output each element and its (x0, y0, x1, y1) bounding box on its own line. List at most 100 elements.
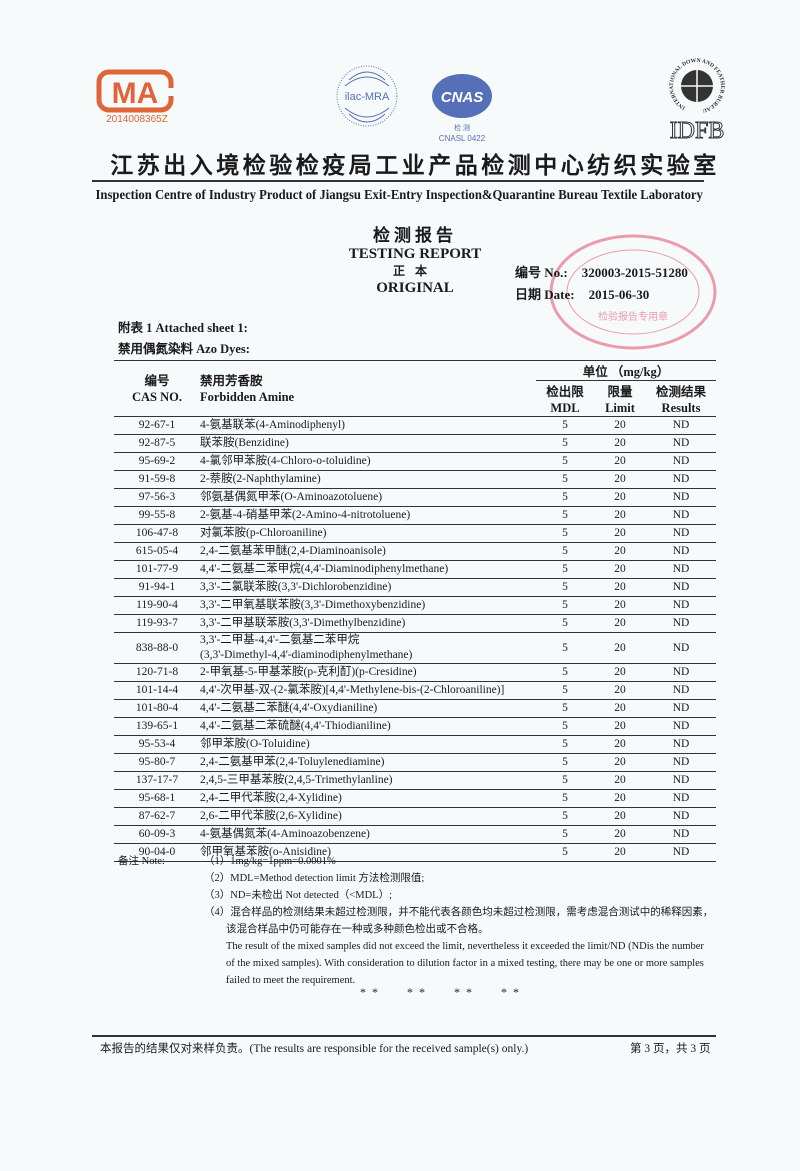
result-cell: ND (646, 843, 716, 862)
header-result-en: Results (646, 400, 716, 417)
cas-cell: 87-62-7 (114, 807, 200, 826)
result-cell: ND (646, 506, 716, 525)
notes-label: 备注 Note: (118, 856, 165, 867)
limit-cell: 20 (594, 578, 646, 597)
table-row: 90-04-0 邻甲氧基苯胺(o-Anisidine) 5 20 ND (114, 843, 716, 862)
result-cell: ND (646, 434, 716, 453)
cas-cell: 91-94-1 (114, 578, 200, 597)
amine-cell: 邻甲氧基苯胺(o-Anisidine) (200, 843, 536, 862)
cnas-logo: CNAS 检 测 CNASL 0422 (432, 74, 492, 143)
result-cell: ND (646, 717, 716, 736)
limit-cell: 20 (594, 825, 646, 844)
table-row: 92-87-5 联苯胺(Benzidine) 5 20 ND (114, 434, 716, 453)
result-cell: ND (646, 524, 716, 543)
lab-title-cn: 江苏出入境检验检疫局工业产品检测中心纺织实验室 (110, 153, 720, 179)
limit-cell: 20 (594, 470, 646, 489)
result-cell: ND (646, 753, 716, 772)
result-cell: ND (646, 632, 716, 664)
cas-cell: 120-71-8 (114, 663, 200, 682)
cas-cell: 95-80-7 (114, 753, 200, 772)
svg-text:检验报告专用章: 检验报告专用章 (598, 310, 668, 323)
svg-text:MA: MA (112, 77, 159, 110)
cma-number: 2014008365Z (106, 114, 168, 125)
limit-cell: 20 (594, 614, 646, 633)
limit-cell: 20 (594, 632, 646, 664)
cas-cell: 99-55-8 (114, 506, 200, 525)
amine-cell: 4-氨基偶氮苯(4-Aminoazobenzene) (200, 825, 536, 844)
limit-cell: 20 (594, 753, 646, 772)
limit-cell: 20 (594, 596, 646, 615)
mdl-cell: 5 (536, 825, 594, 844)
amine-cell: 2-甲氧基-5-甲基苯胺(p-克利酊)(p-Cresidine) (200, 663, 536, 682)
limit-cell: 20 (594, 560, 646, 579)
limit-cell: 20 (594, 452, 646, 471)
cas-cell: 91-59-8 (114, 470, 200, 489)
lab-title-en: Inspection Centre of Industry Product of… (95, 187, 703, 202)
report-date: 2015-06-30 (588, 287, 650, 302)
table-row: 99-55-8 2-氨基-4-硝基甲苯(2-Amino-4-nitrotoluen… (114, 506, 716, 525)
mdl-cell: 5 (536, 560, 594, 579)
amine-cell: 邻甲苯胺(O-Toluidine) (200, 735, 536, 754)
amine-cell: 2-氨基-4-硝基甲苯(2-Amino-4-nitrotoluene) (200, 506, 536, 525)
mdl-cell: 5 (536, 614, 594, 633)
limit-cell: 20 (594, 789, 646, 808)
mdl-cell: 5 (536, 596, 594, 615)
mdl-cell: 5 (536, 807, 594, 826)
header-unit: 单位 （mg/kg） (536, 360, 716, 381)
table-row: 101-14-4 4,4'-次甲基-双-(2-氯苯胺)[4,4'-Methylen… (114, 681, 716, 700)
amine-cell: 2,4-二氨基苯甲醚(2,4-Diaminoanisole) (200, 542, 536, 561)
result-cell: ND (646, 578, 716, 597)
cma-logo: MA (96, 69, 174, 113)
mdl-cell: 5 (536, 416, 594, 435)
limit-cell: 20 (594, 843, 646, 862)
amine-cell: 4-氯邻甲苯胺(4-Chloro-o-toluidine) (200, 452, 536, 471)
cas-cell: 95-69-2 (114, 452, 200, 471)
table-row: 92-67-1 4-氨基联苯(4-Aminodiphenyl) 5 20 ND (114, 416, 716, 435)
note-item: （1）1mg/kg=1ppm=0.0001% (204, 856, 336, 867)
report-title-cn: 检测报告 (373, 226, 457, 245)
header-mdl-cn: 检出限 (546, 385, 584, 399)
cas-cell: 615-05-4 (114, 542, 200, 561)
limit-cell: 20 (594, 699, 646, 718)
header-result-cn: 检测结果 (655, 385, 706, 399)
table-row: 91-94-1 3,3'-二氯联苯胺(3,3'-Dichlorobenzidine… (114, 578, 716, 597)
report-meta: 编号 No.: 320003-2015-51280 日期 Date: 2015-06… (515, 262, 688, 306)
mdl-cell: 5 (536, 717, 594, 736)
cas-cell: 92-87-5 (114, 434, 200, 453)
header-limit-cn: 限量 (607, 385, 633, 399)
cas-cell: 60-09-3 (114, 825, 200, 844)
result-cell: ND (646, 542, 716, 561)
limit-cell: 20 (594, 717, 646, 736)
idfb-logo: INTERNATIONAL DOWN AND FEATHER BUREAU ID… (669, 58, 725, 140)
note-item: The result of the mixed samples did not … (226, 941, 704, 986)
azo-dyes-table: 编号 CAS NO. 禁用芳香胺 Forbidden Amine 单位 （mg/kg… (114, 360, 716, 862)
mdl-cell: 5 (536, 542, 594, 561)
mdl-cell: 5 (536, 771, 594, 790)
amine-cell: 2,6-二甲代苯胺(2,6-Xylidine) (200, 807, 536, 826)
table-row: 106-47-8 对氯苯胺(p-Chloroaniline) 5 20 ND (114, 524, 716, 543)
table-row: 60-09-3 4-氨基偶氮苯(4-Aminoazobenzene) 5 20 ND (114, 825, 716, 844)
result-cell: ND (646, 470, 716, 489)
table-row: 838-88-0 3,3'-二甲基-4,4'-二氨基二苯甲烷 (3,3'-Dimet… (114, 632, 716, 664)
limit-cell: 20 (594, 663, 646, 682)
amine-cell: 4,4'-次甲基-双-(2-氯苯胺)[4,4'-Methylene-bis-(2… (200, 681, 536, 700)
mdl-cell: 5 (536, 434, 594, 453)
cas-cell: 838-88-0 (114, 632, 200, 664)
mdl-cell: 5 (536, 699, 594, 718)
cas-cell: 119-93-7 (114, 614, 200, 633)
cas-cell: 139-65-1 (114, 717, 200, 736)
result-cell: ND (646, 614, 716, 633)
report-no: 320003-2015-51280 (581, 265, 688, 280)
limit-cell: 20 (594, 506, 646, 525)
mdl-cell: 5 (536, 789, 594, 808)
amine-cell: 3,3'-二甲氧基联苯胺(3,3'-Dimethoxybenzidine) (200, 596, 536, 615)
report-no-label: 编号 No.: (515, 265, 568, 280)
category-label: 禁用偶氮染料 Azo Dyes: (118, 342, 250, 356)
mdl-cell: 5 (536, 735, 594, 754)
result-cell: ND (646, 596, 716, 615)
limit-cell: 20 (594, 681, 646, 700)
result-cell: ND (646, 560, 716, 579)
cas-cell: 119-90-4 (114, 596, 200, 615)
table-row: 95-80-7 2,4-二氨基甲苯(2,4-Toluylenediamine) 5 2… (114, 753, 716, 772)
mdl-cell: 5 (536, 452, 594, 471)
